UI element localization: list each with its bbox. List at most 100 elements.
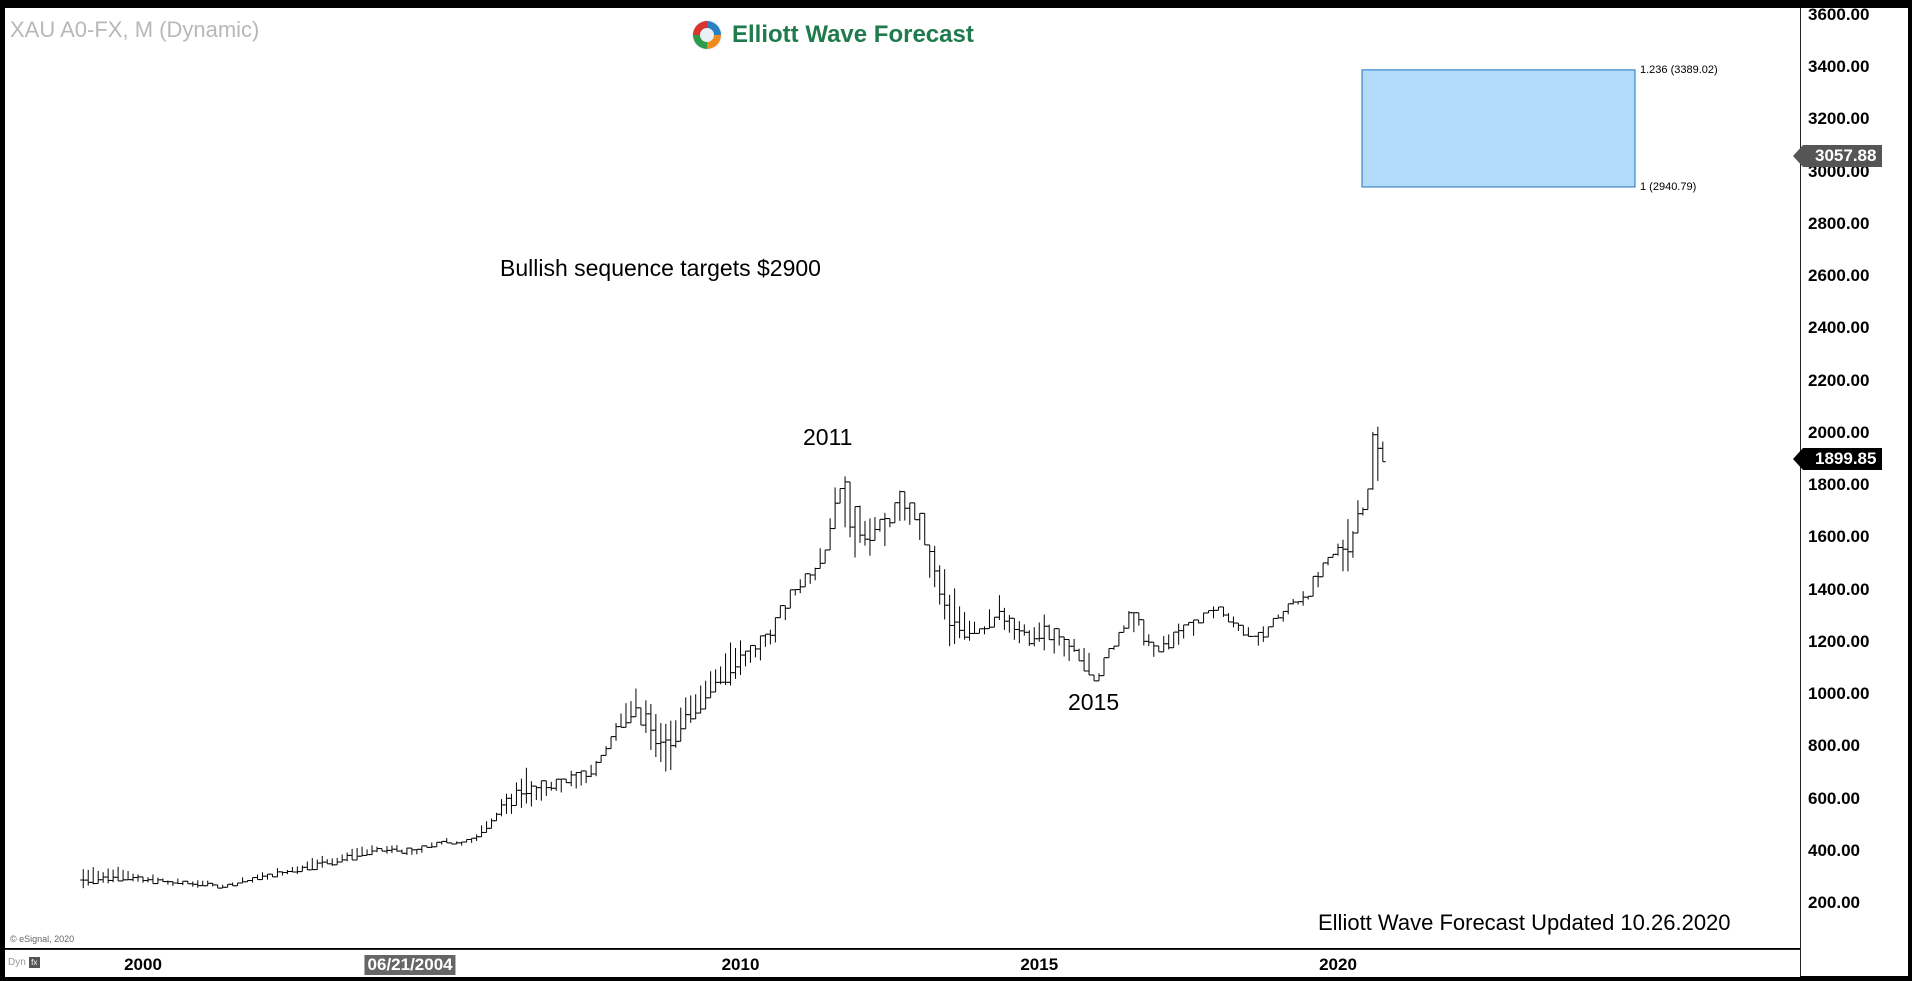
ohlc-bar [558, 778, 565, 793]
ohlc-bar [1006, 614, 1013, 633]
ohlc-bar [1379, 441, 1386, 463]
ohlc-bar [1051, 628, 1058, 654]
ohlc-bar [732, 647, 739, 680]
x-axis-panel[interactable] [5, 949, 1800, 977]
ohlc-bar [866, 518, 873, 556]
ohlc-bar [1354, 500, 1361, 534]
ohlc-bar [314, 859, 321, 871]
ohlc-bar [1145, 634, 1152, 647]
fib-target-zone[interactable] [1361, 69, 1636, 188]
ohlc-bar [1285, 603, 1292, 615]
y-tick-label: 1200.00 [1808, 631, 1870, 651]
ohlc-bar [1130, 612, 1137, 633]
ohlc-bar [1280, 610, 1287, 622]
ohlc-bar [1369, 431, 1376, 490]
ohlc-bar [309, 858, 316, 871]
ohlc-bar [1364, 488, 1371, 511]
ohlc-bar [1255, 631, 1262, 646]
copyright-text: © eSignal, 2020 [10, 934, 75, 944]
dyn-indicator[interactable]: Dyn fx [8, 957, 40, 968]
ohlc-bar [881, 512, 888, 547]
ohlc-bar [1175, 623, 1182, 645]
ohlc-bar [1235, 622, 1242, 631]
symbol-title: XAU A0-FX, M (Dynamic) [10, 17, 260, 42]
ohlc-bar [483, 821, 490, 833]
y-axis-panel[interactable] [1800, 8, 1908, 976]
ohlc-bar [294, 866, 301, 874]
ohlc-bar [817, 548, 824, 569]
ohlc-bar [896, 490, 903, 521]
ohlc-bar [827, 518, 834, 551]
ohlc-bar [1016, 621, 1023, 644]
ohlc-bar [349, 848, 356, 861]
ohlc-bar [647, 704, 654, 750]
ohlc-bar [966, 620, 973, 641]
ohlc-bar [468, 837, 475, 843]
ohlc-bar [1374, 426, 1381, 481]
ohlc-bar [304, 861, 311, 871]
ohlc-bar [677, 707, 684, 742]
ohlc-bar [986, 609, 993, 630]
ohlc-bar [1339, 539, 1346, 572]
ohlc-bar [1155, 645, 1162, 653]
ohlc-bar [1225, 613, 1232, 623]
ohlc-bar [533, 785, 540, 801]
ohlc-bar [712, 669, 719, 693]
headline-annotation: Bullish sequence targets $2900 [500, 255, 821, 281]
ohlc-bar [573, 771, 580, 789]
ohlc-bar [1215, 606, 1222, 611]
ohlc-bar [747, 644, 754, 663]
ohlc-bar [169, 881, 176, 886]
ohlc-bar [787, 589, 794, 609]
swirl-logo-icon [692, 20, 722, 50]
ohlc-bar [976, 628, 983, 634]
ohlc-bar [254, 874, 261, 881]
ohlc-bar [1041, 614, 1048, 651]
ohlc-bar [1260, 626, 1267, 642]
ohlc-bar [891, 502, 898, 524]
ohlc-bar [1245, 627, 1252, 637]
ohlc-bar [921, 512, 928, 546]
ohlc-bar [608, 736, 615, 750]
ohlc-bar [652, 714, 659, 758]
y-tick-label: 3400.00 [1808, 57, 1870, 76]
ohlc-bar [593, 760, 600, 777]
ohlc-bar [344, 852, 351, 862]
ohlc-bar [488, 818, 495, 829]
cursor-date-label: 06/21/2004 [364, 955, 456, 975]
plot-area[interactable] [5, 8, 1800, 948]
y-tick-label: 400.00 [1808, 840, 1860, 860]
ohlc-bar [1036, 622, 1043, 642]
ohlc-bar [1240, 624, 1247, 636]
ohlc-bar [1200, 612, 1207, 624]
ohlc-bar [1086, 652, 1093, 676]
ohlc-bar [1021, 624, 1028, 636]
ohlc-bar [274, 868, 281, 878]
fx-icon: fx [28, 957, 40, 968]
ohlc-bar [871, 517, 878, 541]
ohlc-bar [433, 841, 440, 848]
ohlc-bar [926, 544, 933, 578]
dyn-label: Dyn [8, 957, 26, 969]
ohlc-bar [1230, 616, 1237, 628]
ohlc-bar [498, 799, 505, 817]
ohlc-bar [1315, 571, 1322, 588]
ohlc-bar [383, 846, 390, 854]
ohlc-bar [1320, 562, 1327, 578]
ohlc-bar [80, 869, 87, 889]
y-tick-label: 1400.00 [1808, 579, 1870, 599]
ohlc-bar [876, 518, 883, 532]
ohlc-bar [90, 867, 97, 885]
ohlc-bar [702, 680, 709, 710]
y-tick-label: 1800.00 [1808, 475, 1870, 494]
ohlc-bar [981, 626, 988, 635]
brand-logo: Elliott Wave Forecast [690, 18, 974, 52]
ohlc-bar [842, 476, 849, 528]
ohlc-bar [662, 723, 669, 772]
y-tick-label: 800.00 [1808, 736, 1860, 756]
ohlc-bar [637, 707, 644, 726]
ohlc-bar [135, 874, 142, 882]
y-tick-label: 600.00 [1808, 788, 1860, 808]
target-price-tag: 3057.88 [1792, 145, 1883, 168]
y-tick-label: 2600.00 [1808, 266, 1870, 285]
